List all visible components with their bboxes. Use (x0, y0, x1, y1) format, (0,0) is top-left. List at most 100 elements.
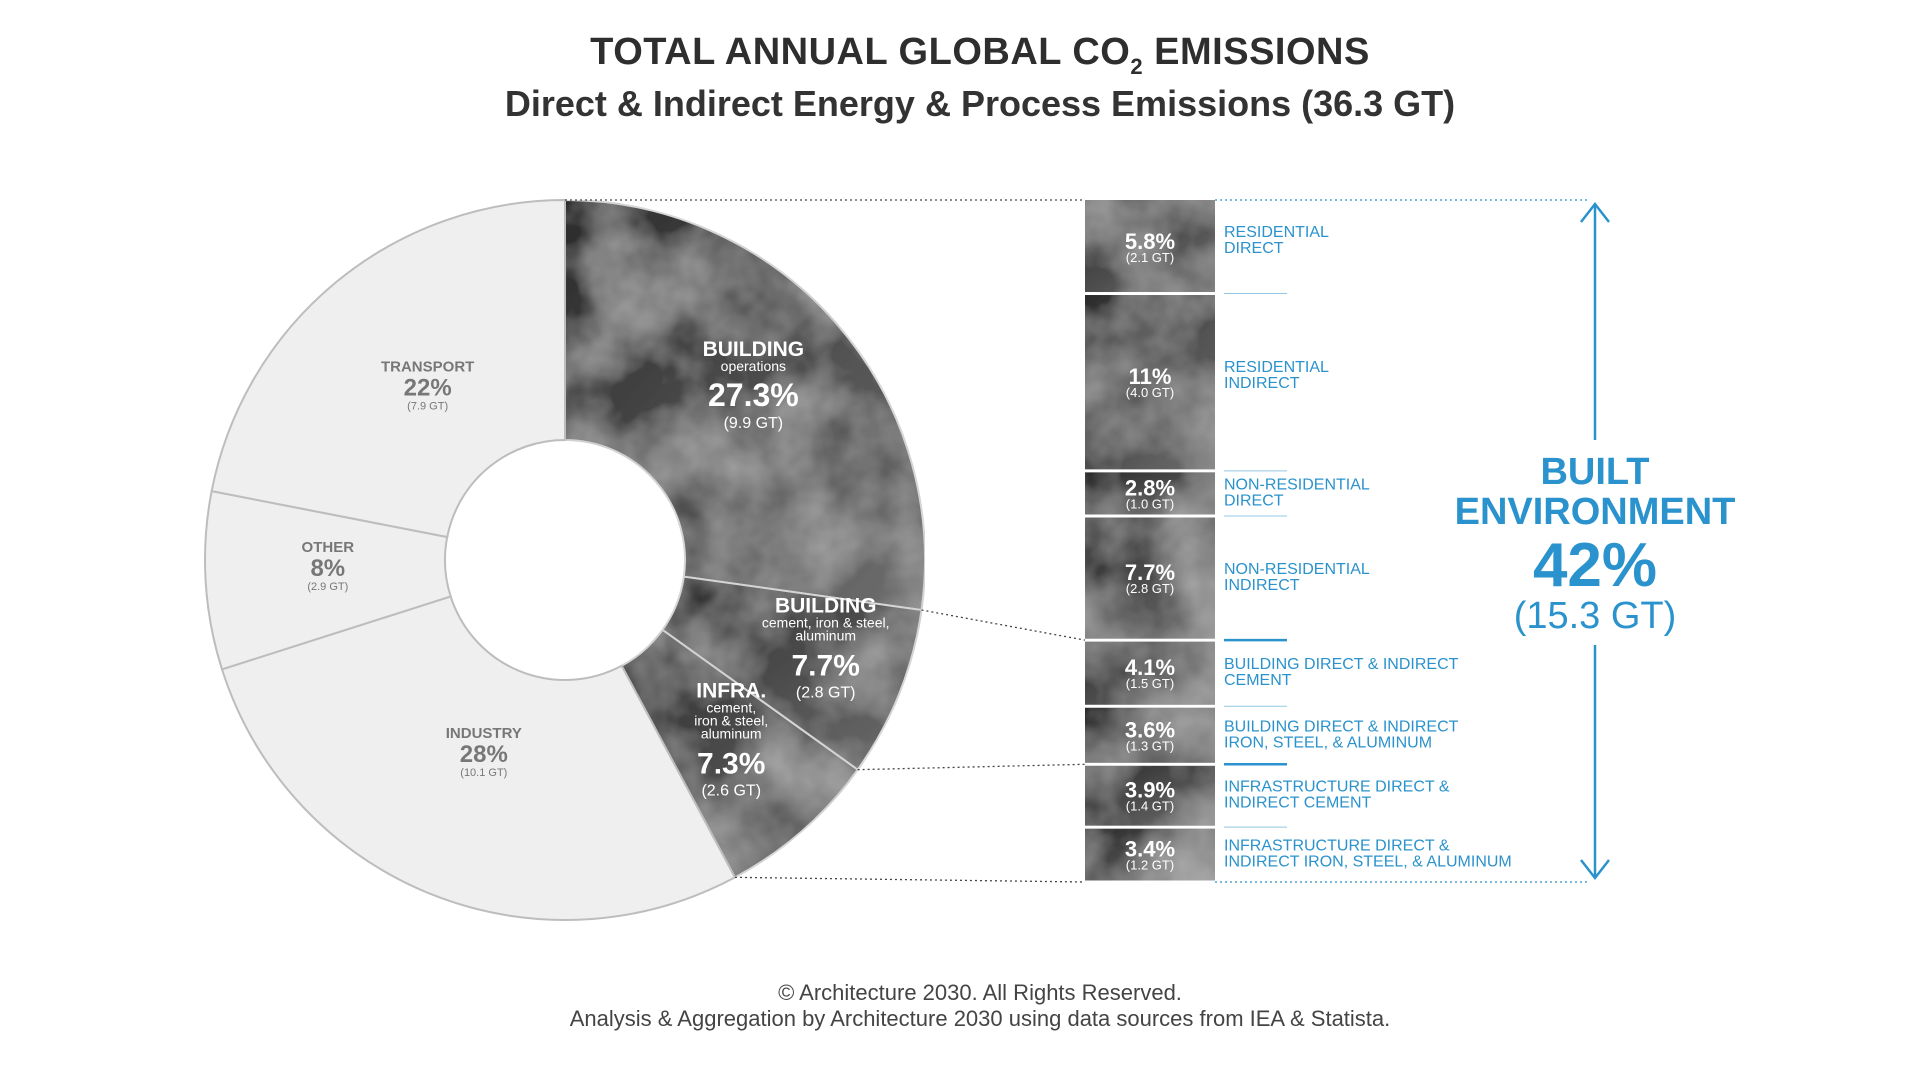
slice-label-gt: (2.6 GT) (701, 782, 761, 799)
connector-layer (565, 199, 1590, 883)
slice-label-pct: 7.7% (792, 649, 860, 682)
breakdown-bar (1085, 295, 1215, 470)
breakdown-label: DIRECT (1224, 492, 1284, 509)
chart-subtitle: Direct & Indirect Energy & Process Emiss… (504, 83, 1456, 124)
breakdown-label: IRON, STEEL, & ALUMINUM (1224, 734, 1432, 751)
breakdown-pct: 2.8% (1125, 475, 1175, 500)
breakdown-label: BUILDING DIRECT & INDIRECT (1224, 656, 1459, 673)
breakdown-item: 3.4%(1.2 GT) INFRASTRUCTURE DIRECT &INDIR… (1085, 828, 1512, 881)
pie-layer: BUILDING operations 27.3% (9.9 GT) BUILDINGc… (204, 198, 926, 921)
breakdown-label: NON-RESIDENTIAL (1224, 561, 1370, 578)
pie-slice-transport (210, 198, 566, 539)
breakdown-label: RESIDENTIAL (1224, 224, 1329, 241)
slice-label-pct: 7.3% (697, 747, 765, 780)
chart-title-text: TOTAL ANNUAL GLOBAL CO (590, 31, 1131, 73)
breakdown-bar (1085, 472, 1215, 515)
breakdown-label: DIRECT (1224, 240, 1284, 257)
pie-slice-building-0 (564, 198, 926, 612)
breakdown-gt: (1.2 GT) (1126, 858, 1174, 873)
slice-label-gt: (2.9 GT) (307, 581, 348, 593)
breakdown-item: 4.1%(1.5 GT) BUILDING DIRECT & INDIRECTCE… (1085, 641, 1459, 707)
slice-label-pct: 27.3% (708, 377, 799, 413)
chart-title: TOTAL ANNUAL GLOBAL CO2 EMISSIONS (0, 28, 1920, 81)
built-environment-pct: 42% (1533, 531, 1657, 600)
slice-label-title: OTHER (302, 539, 355, 556)
arrow-down-icon (1580, 859, 1610, 881)
connector-middle (921, 609, 1086, 641)
breakdown-label: INFRASTRUCTURE DIRECT & (1224, 779, 1450, 796)
chart-title-block: TOTAL ANNUAL GLOBAL CO2 EMISSIONS Direct… (0, 28, 1920, 127)
chart-title-subscript: 2 (1130, 54, 1144, 79)
slice-label-gt: (10.1 GT) (460, 767, 507, 779)
pie-slice-industry (220, 595, 737, 921)
connector-lower (857, 763, 1086, 771)
breakdown-pct: 4.1% (1125, 655, 1175, 680)
slice-label-sub: operations (721, 358, 786, 374)
built-environment-label: BUILT (1540, 451, 1649, 493)
copyright-text: © Architecture 2030. All Rights Reserved… (778, 980, 1182, 1005)
breakdown-label: INFRASTRUCTURE DIRECT & (1224, 838, 1450, 855)
breakdown-label: NON-RESIDENTIAL (1224, 476, 1370, 493)
breakdown-pct: 11% (1129, 364, 1172, 389)
breakdown-bar (1085, 828, 1215, 881)
breakdown-item: 3.9%(1.4 GT) INFRASTRUCTURE DIRECT &INDIR… (1085, 765, 1450, 828)
breakdown-gt: (1.4 GT) (1126, 799, 1174, 814)
breakdown-bar (1085, 707, 1215, 763)
breakdown-gt: (4.0 GT) (1126, 385, 1174, 400)
slice-label-sub: cement, iron & steel, (762, 614, 890, 630)
breakdown-pct: 3.6% (1125, 717, 1175, 742)
breakdown-gt: (1.5 GT) (1126, 676, 1174, 691)
breakdown-gt: (2.1 GT) (1126, 250, 1174, 265)
breakdown-label: INDIRECT (1224, 577, 1300, 594)
breakdown-label: INDIRECT (1224, 375, 1300, 392)
slice-label-pct: 22% (404, 374, 452, 401)
slice-label-title: INDUSTRY (446, 725, 522, 742)
breakdown-pct: 5.8% (1125, 229, 1175, 254)
breakdown-label: CEMENT (1224, 672, 1292, 689)
slice-label-pct: 28% (460, 741, 508, 768)
breakdown-label: BUILDING DIRECT & INDIRECT (1224, 718, 1459, 735)
pie-slice-other (204, 489, 452, 671)
breakdown-bar (1085, 517, 1215, 639)
source-text: Analysis & Aggregation by Architecture 2… (569, 1006, 1391, 1031)
slice-label-gt: (2.8 GT) (796, 684, 856, 701)
slice-label-title: TRANSPORT (381, 358, 474, 375)
breakdown-pct: 3.9% (1125, 778, 1175, 803)
slice-label-pct: 8% (310, 555, 345, 582)
slice-label-title: INFRA. (696, 679, 766, 702)
breakdown-bar (1085, 200, 1215, 293)
breakdown-item: 3.6%(1.3 GT) BUILDING DIRECT & INDIRECTIR… (1085, 707, 1459, 766)
breakdown-label: INDIRECT IRON, STEEL, & ALUMINUM (1224, 854, 1512, 871)
slice-label-gt: (9.9 GT) (724, 415, 784, 432)
slice-label-sub: aluminum (701, 725, 762, 741)
chart-title-text-end: EMISSIONS (1143, 31, 1370, 73)
breakdown-gt: (1.3 GT) (1126, 738, 1174, 753)
arrow-up-icon (1580, 201, 1610, 223)
slice-label-title: BUILDING (775, 594, 877, 617)
breakdown-bar (1085, 641, 1215, 705)
breakdown-label: INDIRECT CEMENT (1224, 795, 1371, 812)
breakdown-pct: 3.4% (1125, 837, 1175, 862)
breakdown-gt: (2.8 GT) (1126, 581, 1174, 596)
breakdown-gt: (1.0 GT) (1126, 496, 1174, 511)
slice-label-sub: cement, (706, 699, 756, 715)
built-environment-gt: (15.3 GT) (1514, 595, 1677, 637)
slice-label-sub: aluminum (795, 627, 856, 643)
breakdown-label: RESIDENTIAL (1224, 359, 1329, 376)
breakdown-bar (1085, 765, 1215, 826)
built-environment-label-2: ENVIRONMENT (1455, 491, 1736, 533)
connector-bottom (734, 876, 1086, 883)
slice-label-gt: (7.9 GT) (407, 400, 448, 412)
